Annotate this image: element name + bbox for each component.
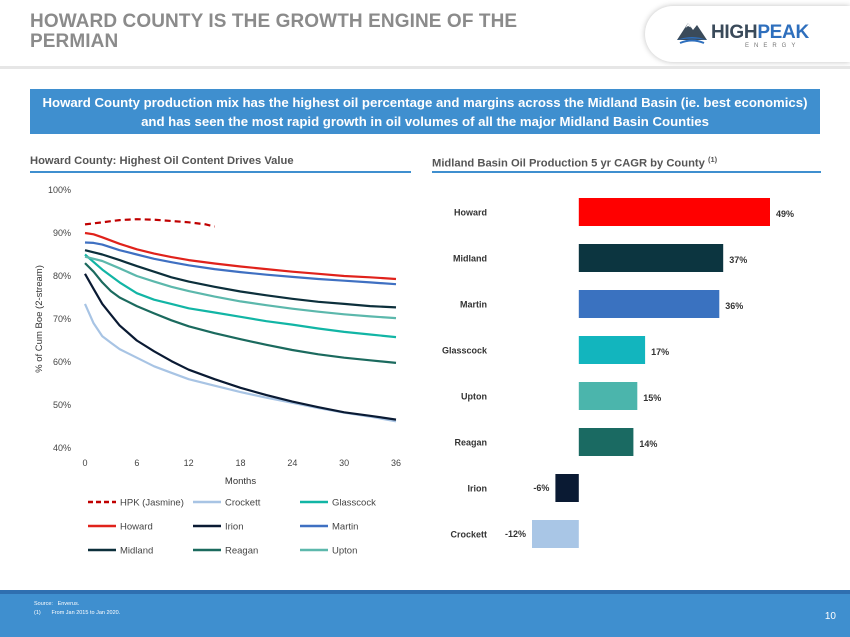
category-label: Irion [468, 484, 488, 494]
right-chart-title: Midland Basin Oil Production 5 yr CAGR b… [432, 155, 717, 170]
data-label: 36% [725, 301, 743, 311]
logo-accent: PEAK [757, 22, 809, 43]
series-line-midland [84, 249, 397, 309]
bar [532, 520, 579, 548]
x-tick-label: 30 [339, 458, 349, 468]
data-label: 14% [639, 439, 657, 449]
header-divider [0, 66, 850, 69]
series-line-irion [84, 273, 397, 421]
category-label: Howard [454, 208, 487, 218]
slide-title: HOWARD COUNTY IS THE GROWTH ENGINE OF TH… [30, 11, 518, 52]
source-note: Source: Enverus. (1) From Jan 2015 to Ja… [34, 600, 120, 618]
logo-subtitle: ENERGY [745, 43, 801, 49]
y-tick-label: 50% [53, 400, 71, 410]
bar [578, 428, 634, 456]
mountain-icon [677, 23, 707, 44]
footer-band [0, 594, 850, 637]
series-line-upton [84, 255, 397, 320]
series-line-glasscock [84, 253, 397, 339]
data-label: 17% [651, 347, 669, 357]
x-tick-label: 6 [134, 458, 139, 468]
legend-label: Reagan [225, 546, 258, 557]
y-tick-label: 70% [53, 314, 71, 324]
company-logo: HIGHPEAK ENERGY [645, 6, 850, 62]
y-tick-label: 40% [53, 443, 71, 453]
y-tick-label: 60% [53, 357, 71, 367]
source-line: Source: Enverus. [34, 600, 120, 609]
bar [578, 336, 646, 364]
y-tick-label: 80% [53, 271, 71, 281]
footnote-marker: (1) [34, 610, 41, 616]
series-line-howard [84, 231, 397, 281]
right-chart-title-text: Midland Basin Oil Production 5 yr CAGR b… [432, 157, 705, 170]
series-line-hpk-jasmine [84, 218, 215, 228]
data-label: -12% [505, 529, 526, 539]
key-message-banner: Howard County production mix has the hig… [30, 89, 820, 134]
category-label: Glasscock [442, 346, 488, 356]
cagr-bar-chart: Howard 49% Midland 37% Martin 36% Glasscock 17%… [442, 198, 794, 548]
y-axis-title: % of Cum Boe (2-stream) [34, 265, 45, 373]
footer-accent [0, 590, 850, 594]
logo-main: HIGH [711, 22, 758, 43]
series-line-martin [84, 241, 397, 286]
category-label: Reagan [454, 438, 487, 448]
bar [578, 244, 724, 272]
right-chart-footnote-ref: (1) [707, 155, 718, 164]
data-label: 15% [643, 393, 661, 403]
footnote-text: From Jan 2015 to Jan 2020. [51, 610, 121, 616]
footnote-line: (1) From Jan 2015 to Jan 2020. [34, 609, 120, 618]
source-label: Source: [34, 601, 53, 607]
legend-label: Midland [120, 546, 153, 557]
bar [578, 382, 638, 410]
data-label: 37% [729, 255, 747, 265]
logo-wordmark: HIGHPEAK [711, 22, 809, 44]
x-tick-label: 24 [287, 458, 297, 468]
x-axis-title: Months [225, 476, 256, 487]
slide-header: HOWARD COUNTY IS THE GROWTH ENGINE OF TH… [0, 0, 850, 68]
right-title-rule [432, 171, 821, 173]
legend-label: Martin [332, 522, 358, 533]
x-tick-label: 12 [184, 458, 194, 468]
data-label: -6% [533, 483, 549, 493]
legend-label: Irion [225, 522, 243, 533]
series-line-crockett [83, 303, 397, 423]
legend-label: Glasscock [332, 498, 376, 509]
x-tick-label: 18 [235, 458, 245, 468]
category-label: Upton [461, 392, 487, 402]
bar [555, 474, 579, 502]
category-label: Midland [453, 254, 487, 264]
page-number: 10 [824, 611, 836, 622]
oil-content-line-chart: 40% 50% 60% 70% 80% 90% 100% 0 6 12 18 24 30 36 Months… [34, 185, 401, 557]
y-tick-label: 90% [53, 228, 71, 238]
legend-label: Upton [332, 546, 357, 557]
legend-label: Crockett [225, 498, 261, 509]
bar [578, 290, 720, 318]
legend-label: Howard [120, 522, 153, 533]
source-text: Enverus. [57, 601, 80, 607]
x-tick-label: 0 [82, 458, 87, 468]
left-title-rule [30, 171, 411, 173]
y-tick-label: 100% [48, 185, 71, 195]
x-tick-label: 36 [391, 458, 401, 468]
category-label: Crockett [450, 530, 487, 540]
data-label: 49% [776, 209, 794, 219]
bar [578, 198, 770, 226]
category-label: Martin [460, 300, 487, 310]
legend-label: HPK (Jasmine) [120, 498, 184, 509]
left-chart-title: Howard County: Highest Oil Content Drive… [30, 155, 294, 167]
series-line-reagan [84, 262, 397, 364]
